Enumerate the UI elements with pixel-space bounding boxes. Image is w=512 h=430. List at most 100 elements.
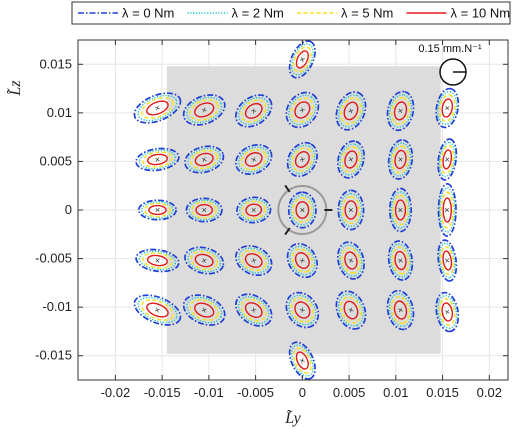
ellipse-solid	[245, 203, 263, 217]
legend: λ = 0 Nm λ = 2 Nm λ = 5 Nm λ = 10 Nm	[71, 1, 511, 25]
axis-labels: L̃y L̃z	[6, 80, 301, 427]
y-tick-label: -0.015	[35, 348, 72, 363]
ellipse-dashdot	[285, 291, 320, 329]
ellipse-solid	[344, 200, 358, 220]
ellipse-dashed	[144, 202, 171, 218]
ellipse-dashdot	[234, 143, 273, 175]
ticks-layer: -0.02 -0.015 -0.01 -0.005 0 0.005 0.01 0.015 0.0…	[35, 40, 508, 400]
ellipse-dotted	[339, 244, 363, 277]
ellipse-dotted	[187, 147, 222, 172]
ellipse-dotted	[186, 296, 223, 324]
ellipse-dashdot	[435, 291, 460, 333]
y-tick-label: 0.005	[39, 153, 72, 168]
ellipse-center-marker: ×	[153, 304, 162, 315]
x-axis-label: L̃y	[284, 409, 301, 427]
ellipse-dashdot	[137, 199, 178, 221]
ellipse-dotted	[437, 294, 458, 330]
ellipse-dashed	[440, 144, 455, 175]
ellipse-center-marker: ×	[297, 305, 308, 315]
ellipse-group: ×	[235, 94, 273, 128]
ellipse-center-marker: ×	[251, 205, 257, 215]
ellipse-center-marker: ×	[345, 257, 356, 265]
ellipse-solid	[344, 251, 358, 270]
ellipse-dotted	[138, 149, 177, 170]
ellipse-solid	[344, 150, 358, 169]
ellipse-center-marker: ×	[155, 205, 160, 215]
ellipse-dashed	[392, 194, 409, 226]
ellipse-group: ×	[286, 242, 318, 279]
ellipse-solid	[146, 302, 169, 318]
ellipse-group: ×	[336, 241, 365, 280]
ellipse-solid	[294, 151, 310, 168]
ellipse-solid	[195, 203, 214, 217]
ellipse-dashdot	[185, 197, 223, 223]
y-tick-label: -0.01	[42, 299, 72, 314]
ellipse-group: ×	[288, 341, 316, 380]
ellipse-solid	[194, 152, 214, 167]
ellipse-dashed	[291, 147, 314, 172]
ellipse-solid	[294, 301, 311, 319]
ellipse-dotted	[288, 294, 317, 326]
ellipse-solid	[244, 253, 263, 268]
ellipse-dotted	[439, 187, 456, 233]
ellipse-dotted	[290, 194, 315, 226]
ellipse-dashed	[292, 197, 313, 223]
ellipse-dashdot	[288, 341, 316, 380]
ellipse-dashdot	[182, 94, 226, 126]
scale-bar-label: 0.15 mm.N⁻¹	[418, 43, 482, 55]
ellipse-dashdot	[388, 187, 413, 233]
x-tick-label: 0.015	[426, 385, 459, 400]
ellipse-dashed	[191, 201, 217, 219]
ellipse-group: ×	[182, 294, 226, 326]
ellipse-dashdot	[386, 289, 415, 331]
scale-bar: 0.15 mm.N⁻¹	[418, 43, 482, 86]
ellipse-dashdot	[335, 290, 367, 330]
ellipse-dotted	[238, 96, 270, 125]
center-highlight-tick	[284, 184, 291, 193]
ellipse-center-marker: ×	[153, 102, 162, 113]
ellipse-group: ×	[335, 91, 367, 131]
ellipse-center-marker: ×	[395, 257, 406, 264]
ellipse-solid	[343, 101, 359, 121]
x-tick-label: -0.02	[101, 385, 131, 400]
ellipse-dashed	[240, 249, 267, 272]
ellipse-center-marker: ×	[297, 207, 307, 212]
ellipse-solid	[442, 250, 453, 271]
y-axis-label: L̃z	[6, 80, 24, 97]
ellipse-dashdot	[288, 40, 316, 79]
ellipse-group: ×	[133, 92, 182, 124]
ellipse-group: ×	[287, 191, 317, 229]
ellipse-center-marker: ×	[442, 156, 453, 163]
ellipse-group: ×	[185, 197, 223, 223]
ellipse-dashdot	[437, 239, 458, 282]
ellipse-dashed	[292, 347, 312, 374]
ellipse-group: ×	[388, 187, 413, 233]
ellipse-solid	[244, 102, 263, 119]
ellipse-center-marker: ×	[395, 156, 406, 163]
ellipse-center-marker: ×	[200, 255, 208, 266]
ellipse-center-marker: ×	[297, 105, 308, 115]
ellipse-solid	[394, 149, 407, 170]
ellipse-center-marker: ×	[200, 104, 209, 115]
ellipse-dashed	[141, 299, 174, 321]
ellipse-center-marker: ×	[442, 207, 452, 212]
ellipse-center-marker: ×	[297, 155, 308, 165]
ellipse-dashed	[391, 246, 410, 275]
ellipse-dashdot	[133, 92, 182, 124]
ellipse-dashdot	[337, 189, 365, 231]
ellipse-center-marker: ×	[442, 257, 453, 264]
ellipse-dashdot	[285, 91, 320, 129]
legend-label: λ = 10 Nm	[451, 6, 511, 21]
ellipse-dashdot	[335, 91, 367, 131]
legend-label: λ = 2 Nm	[232, 6, 284, 21]
ellipse-solid	[394, 199, 407, 221]
x-tick-label: -0.005	[237, 385, 274, 400]
ellipse-group: ×	[437, 182, 457, 238]
ellipse-solid	[393, 300, 408, 320]
ellipse-dashed	[240, 298, 267, 322]
ellipse-solid	[294, 252, 310, 269]
ellipse-group: ×	[135, 147, 180, 172]
ellipse-solid	[343, 300, 359, 320]
